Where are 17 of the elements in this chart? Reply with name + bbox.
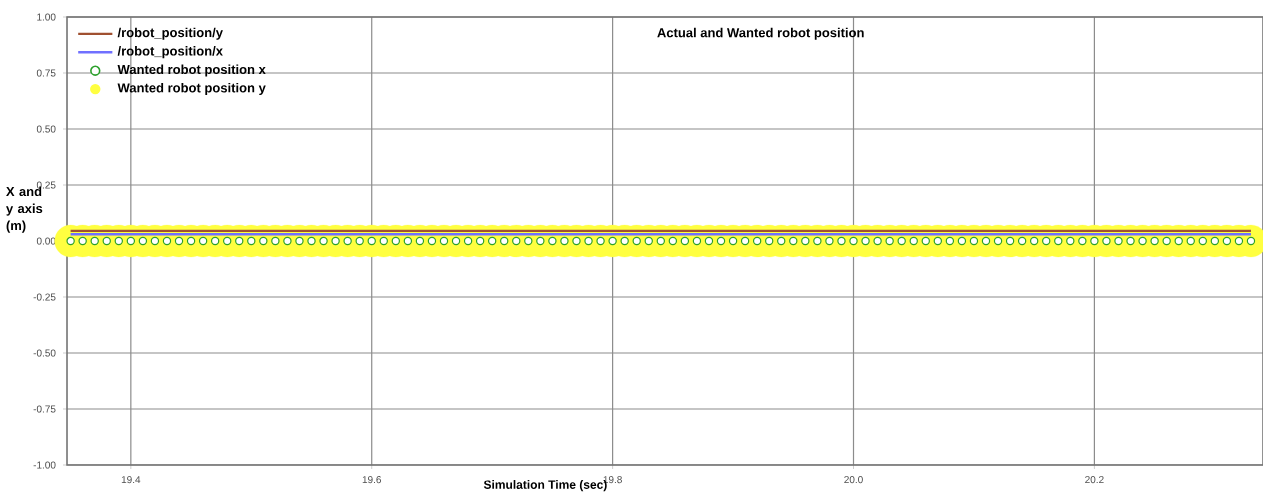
y-tick-label: 0.50 [36, 125, 56, 133]
text: Actual and Wanted robot position [657, 27, 864, 40]
y-tick-label: -0.50 [33, 349, 56, 357]
y-tick-label: 0.75 [36, 69, 56, 77]
y-tick-label: -0.25 [33, 293, 56, 301]
y-tick-label: 1.00 [37, 13, 56, 21]
x-tick-label: 20.0 [844, 476, 863, 484]
legend-label: Wanted robot position x [117, 64, 266, 77]
x-tick-label: 19.6 [362, 476, 382, 484]
x-tick-label: 20.2 [1085, 476, 1104, 484]
y-tick-label: -1.00 [33, 461, 56, 469]
legend-label: /robot_position/y [117, 27, 223, 40]
y-tick-label: -0.75 [33, 405, 56, 413]
x-tick-label: 19.4 [121, 476, 141, 484]
y-tick-label: 0.00 [36, 237, 56, 245]
legend-label: /robot_position/x [117, 46, 223, 59]
legend-label: Wanted robot position y [117, 82, 266, 96]
